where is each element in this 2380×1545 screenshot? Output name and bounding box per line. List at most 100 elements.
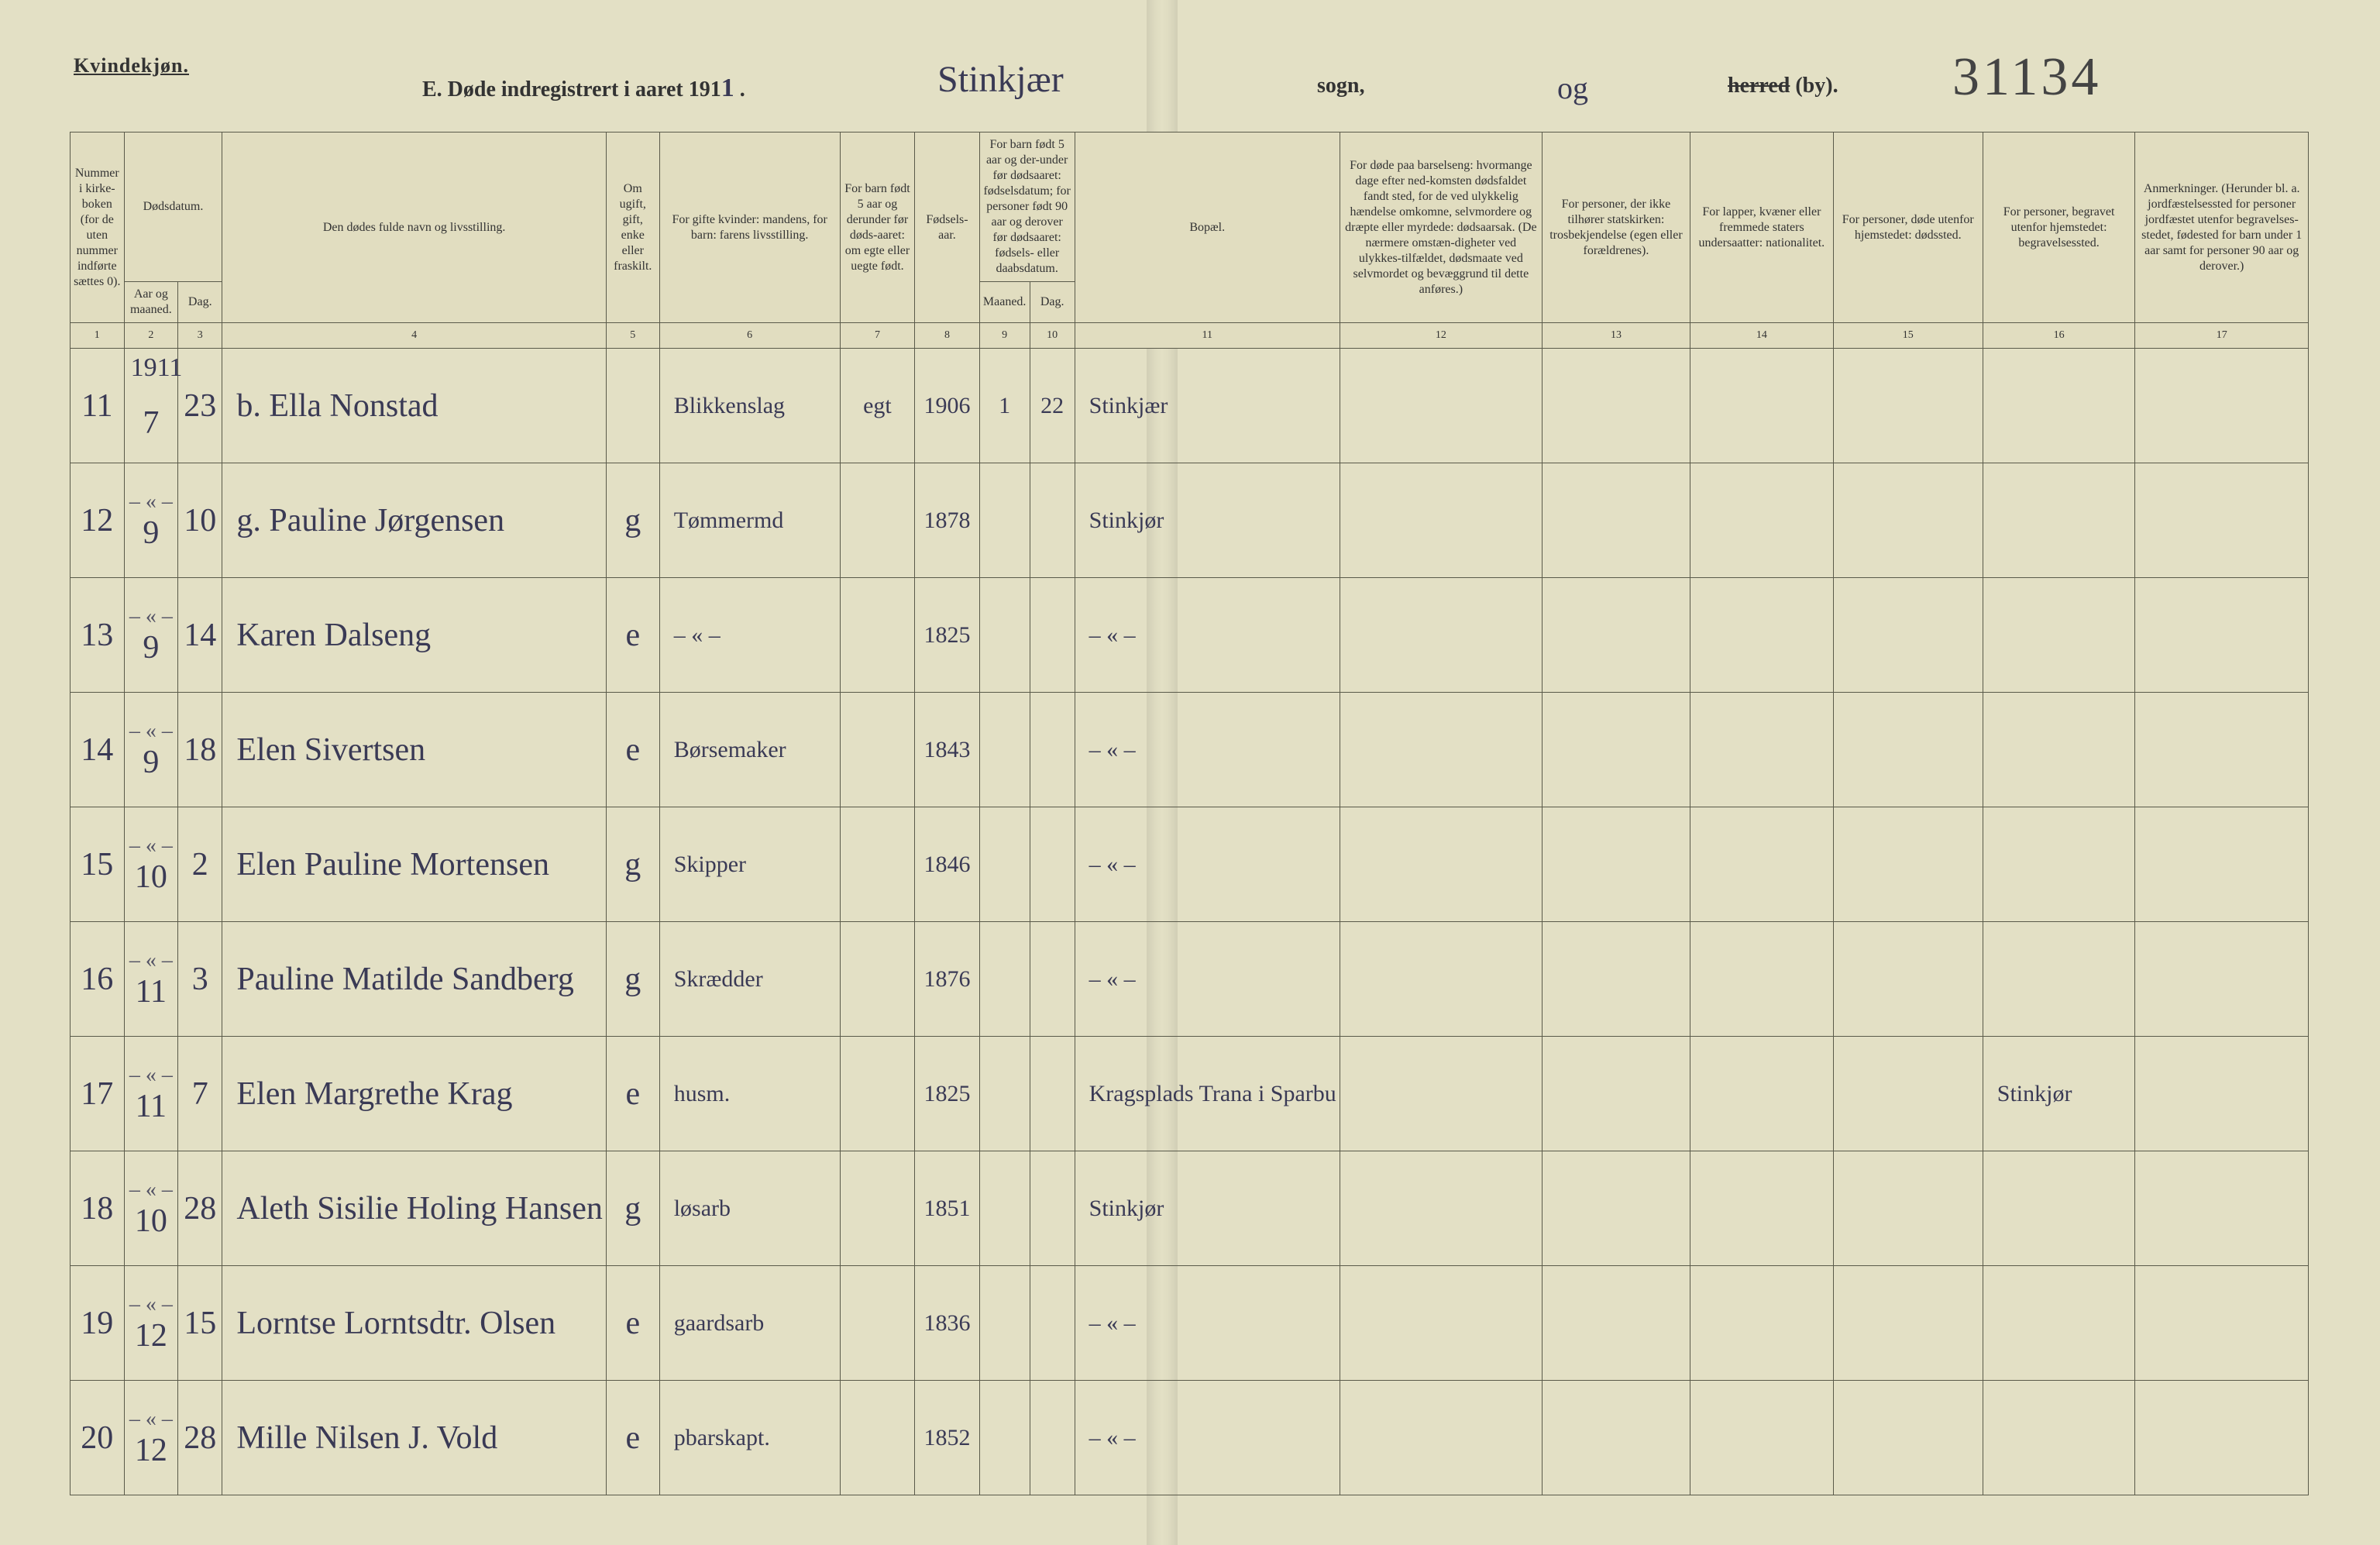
- cell: Pauline Matilde Sandberg: [222, 922, 606, 1037]
- cell: e: [606, 578, 659, 693]
- cell: Lorntse Lorntsdtr. Olsen: [222, 1266, 606, 1381]
- table-row: 111911723b. Ella NonstadBlikkenslagegt19…: [71, 349, 2309, 463]
- colnum: 15: [1833, 323, 1983, 349]
- cell: [1030, 578, 1075, 693]
- cell: [2135, 578, 2309, 693]
- cell: [840, 922, 915, 1037]
- gender-label: Kvindekjøn.: [74, 54, 189, 77]
- cell: 1852: [915, 1381, 979, 1495]
- cell: 1843: [915, 693, 979, 807]
- cell: pbarskapt.: [659, 1381, 840, 1495]
- cell: [1030, 1266, 1075, 1381]
- ditto-mark: – « –: [128, 490, 175, 514]
- cell: g: [606, 463, 659, 578]
- cell: [1542, 1151, 1690, 1266]
- colnum: 13: [1542, 323, 1690, 349]
- cell: 16: [71, 922, 125, 1037]
- cell: [1542, 1381, 1690, 1495]
- herred-by-label: herred (by).: [1728, 74, 1838, 98]
- cell: 1846: [915, 807, 979, 922]
- cell: [1340, 1381, 1542, 1495]
- cell: – « –: [1075, 1381, 1340, 1495]
- cell: [1030, 1037, 1075, 1151]
- cell: – « –: [1075, 693, 1340, 807]
- ditto-mark: – « –: [128, 1178, 175, 1203]
- cell: 15: [71, 807, 125, 922]
- colnum: 14: [1690, 323, 1833, 349]
- cell: Aleth Sisilie Holing Hansen: [222, 1151, 606, 1266]
- cell: [1983, 349, 2135, 463]
- cell: [840, 693, 915, 807]
- cell: [1983, 1151, 2135, 1266]
- ledger-header: Nummer i kirke-boken (for de uten nummer…: [71, 132, 2309, 349]
- cell: [1833, 693, 1983, 807]
- cell: Stinkjør: [1075, 1151, 1340, 1266]
- hdr-col9a: Maaned.: [979, 282, 1030, 323]
- cell: 1876: [915, 922, 979, 1037]
- colnum: 17: [2135, 323, 2309, 349]
- colnum: 16: [1983, 323, 2135, 349]
- colnum: 2: [124, 323, 178, 349]
- cell: løsarb: [659, 1151, 840, 1266]
- cell: [1983, 578, 2135, 693]
- cell: 14: [178, 578, 222, 693]
- cell: [1690, 1381, 1833, 1495]
- cell: [2135, 693, 2309, 807]
- colnum: 11: [1075, 323, 1340, 349]
- cell: 3: [178, 922, 222, 1037]
- cell: [1030, 693, 1075, 807]
- herred-strike: herred: [1728, 74, 1790, 98]
- cell: – « –10: [124, 807, 178, 922]
- cell: 19117: [124, 349, 178, 463]
- cell: – « –12: [124, 1381, 178, 1495]
- herred-suffix: (by).: [1790, 74, 1838, 98]
- cell: 20: [71, 1381, 125, 1495]
- cell: [2135, 1381, 2309, 1495]
- cell: [2135, 1151, 2309, 1266]
- cell: g. Pauline Jørgensen: [222, 463, 606, 578]
- page-code-handwritten: 31134: [1952, 46, 2101, 108]
- hdr-col16: For personer, begravet utenfor hjemstede…: [1983, 132, 2135, 323]
- ditto-mark: – « –: [128, 948, 175, 973]
- ledger-body: 111911723b. Ella NonstadBlikkenslagegt19…: [71, 349, 2309, 1495]
- table-row: 20– « –1228Mille Nilsen J. Voldepbarskap…: [71, 1381, 2309, 1495]
- cell: [840, 1381, 915, 1495]
- cell: e: [606, 1266, 659, 1381]
- cell: – « –12: [124, 1266, 178, 1381]
- cell: [1340, 578, 1542, 693]
- cell: [2135, 922, 2309, 1037]
- parish-handwritten: Stinkjær: [937, 58, 1064, 101]
- cell: [1030, 807, 1075, 922]
- table-row: 14– « –918Elen SivertseneBørsemaker1843–…: [71, 693, 2309, 807]
- colnum: 5: [606, 323, 659, 349]
- cell: [1340, 693, 1542, 807]
- cell: [1030, 922, 1075, 1037]
- cell: Skipper: [659, 807, 840, 922]
- cell: – « –: [1075, 1266, 1340, 1381]
- cell: [1340, 1266, 1542, 1381]
- cell: [1542, 349, 1690, 463]
- cell: [840, 1037, 915, 1151]
- cell: e: [606, 1381, 659, 1495]
- cell: – « –: [1075, 807, 1340, 922]
- cell: Stinkjør: [1983, 1037, 2135, 1151]
- cell: – « –9: [124, 693, 178, 807]
- cell: 1906: [915, 349, 979, 463]
- hdr-col9-top: For barn født 5 aar og der-under før død…: [979, 132, 1075, 282]
- cell: 10: [178, 463, 222, 578]
- cell: g: [606, 922, 659, 1037]
- cell: 19: [71, 1266, 125, 1381]
- colnum: 4: [222, 323, 606, 349]
- cell: 1851: [915, 1151, 979, 1266]
- cell: gaardsarb: [659, 1266, 840, 1381]
- hdr-col12: For døde paa barselseng: hvormange dage …: [1340, 132, 1542, 323]
- cell: Stinkjør: [1075, 463, 1340, 578]
- cell: 1825: [915, 1037, 979, 1151]
- cell: [1983, 807, 2135, 922]
- cell: [2135, 349, 2309, 463]
- cell: 1: [979, 349, 1030, 463]
- cell: [1340, 463, 1542, 578]
- cell: Mille Nilsen J. Vold: [222, 1381, 606, 1495]
- cell: [1542, 693, 1690, 807]
- cell: [979, 1266, 1030, 1381]
